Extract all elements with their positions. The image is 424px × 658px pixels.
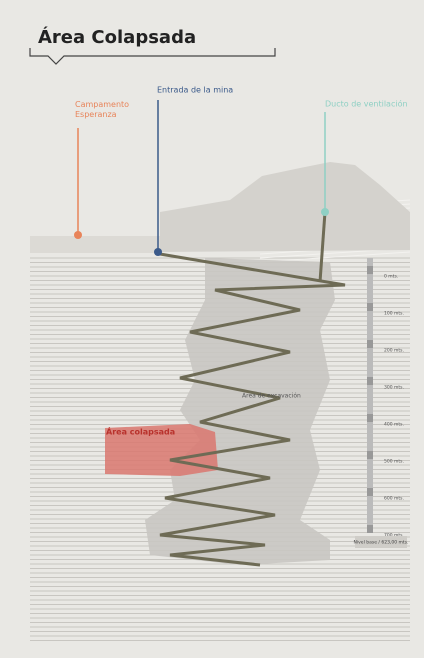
camp-label: Campamento Esperanza <box>75 100 129 119</box>
title: Área Colapsada <box>38 26 196 48</box>
scale-segment <box>367 340 373 348</box>
depth-scale: 0 mts. 100 mts. 200 mts. 300 mts. 400 mts. 50… <box>367 266 404 539</box>
scale-segment <box>367 377 373 385</box>
scale-segment <box>367 266 373 274</box>
scale-segment <box>367 451 373 459</box>
scale-label: 300 mts. <box>384 385 404 391</box>
stratum-line <box>259 251 411 263</box>
vent-dot <box>321 208 329 216</box>
base-label: Nivel base / 623,00 mts. <box>354 540 409 546</box>
scale-label: 100 mts. <box>384 311 404 317</box>
entrance-dot <box>154 248 162 256</box>
scale-label: 500 mts. <box>384 459 404 465</box>
scale-segment <box>367 303 373 311</box>
ground <box>30 236 160 253</box>
scale-segment <box>367 525 373 533</box>
title-bracket <box>29 48 276 65</box>
scale-label: 600 mts. <box>384 496 404 502</box>
camp-dot <box>74 231 82 239</box>
scale-segment <box>367 488 373 496</box>
vent-label: Ducto de ventilación <box>325 99 408 109</box>
scale-label: 0 mts. <box>384 274 398 280</box>
collapsed-label: Área colapsada <box>106 426 175 437</box>
vent-shaft <box>318 211 327 283</box>
base-box <box>355 536 407 548</box>
scale-segment <box>367 414 373 422</box>
scale-label: 400 mts. <box>384 422 404 428</box>
mountain <box>160 162 410 252</box>
mine-tunnel <box>159 252 346 567</box>
scale-label: 200 mts. <box>384 348 404 354</box>
scale-label: 700 mts. <box>384 533 404 539</box>
entrance-label: Entrada de la mina <box>157 86 233 95</box>
excavation-label: Área de excavación <box>242 393 301 400</box>
